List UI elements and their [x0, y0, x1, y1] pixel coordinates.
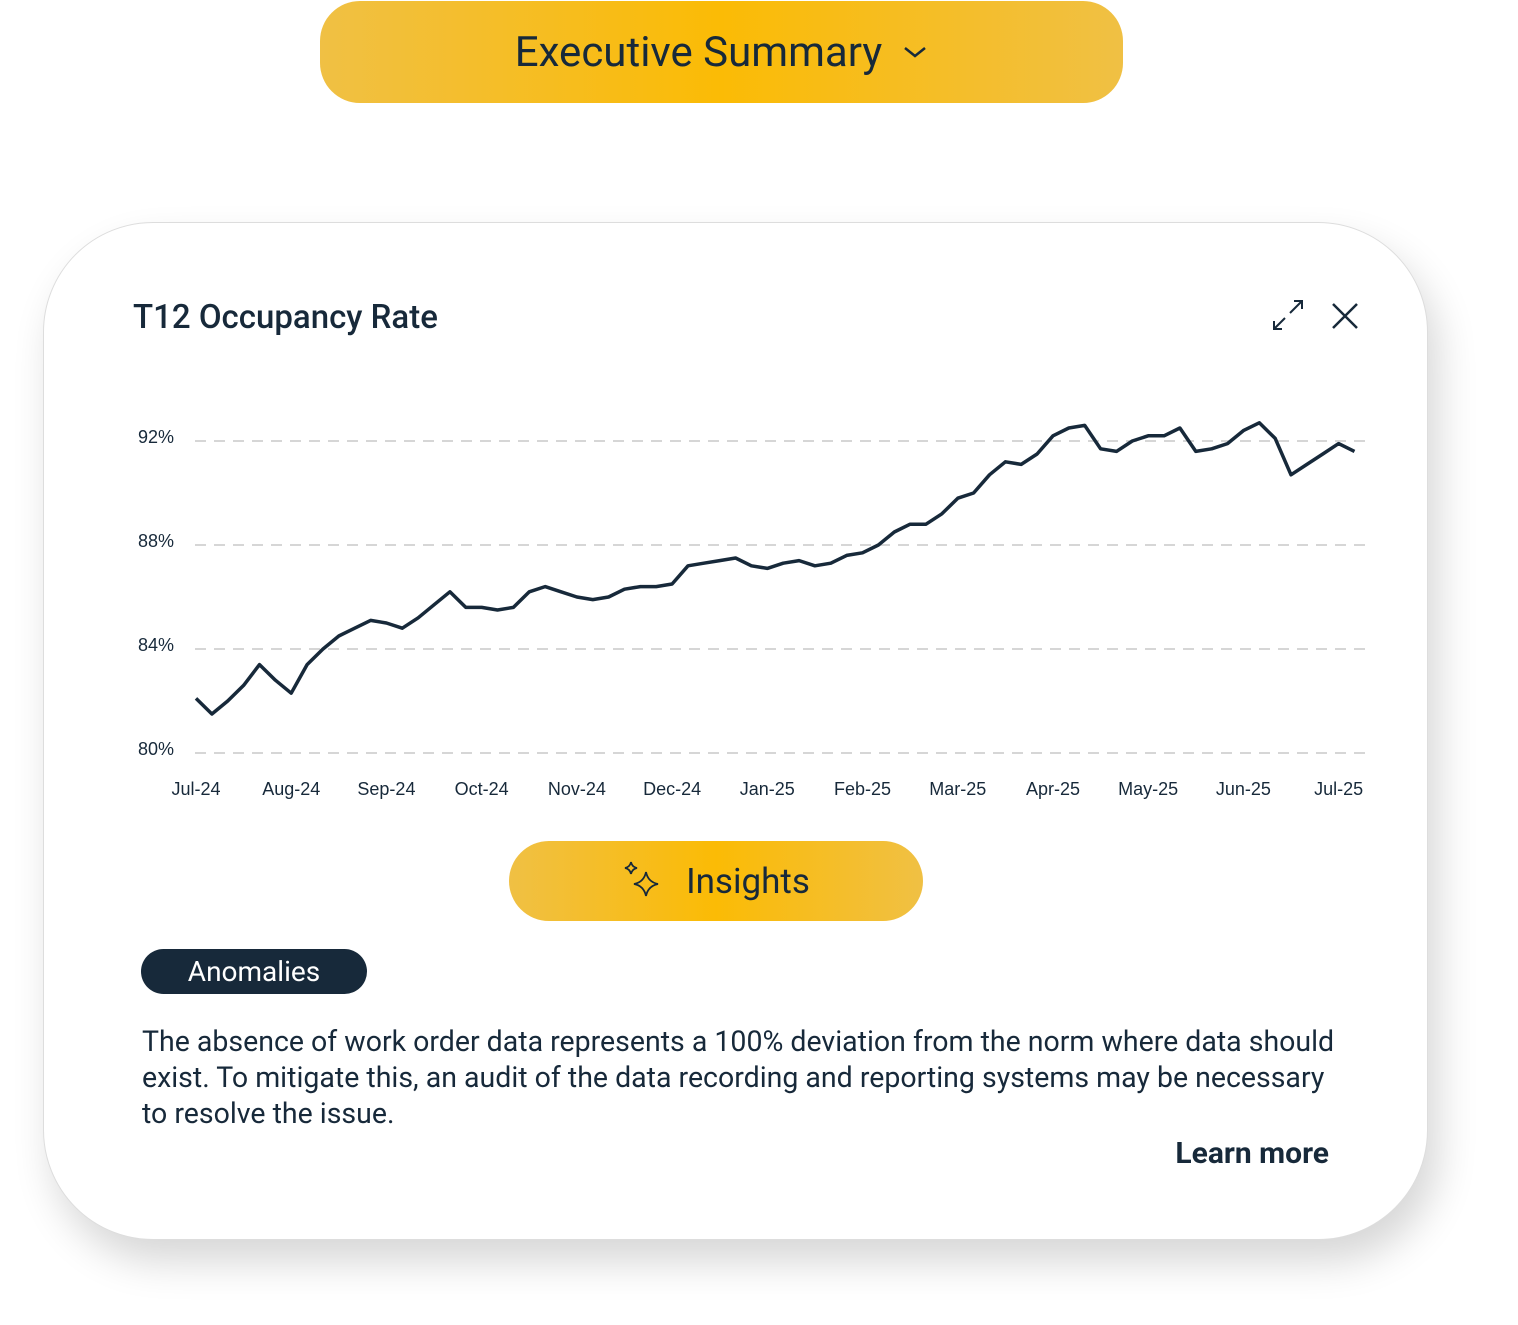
x-tick-label: Aug-24 [262, 779, 320, 799]
x-tick-label: Nov-24 [548, 779, 606, 799]
x-tick-label: Apr-25 [1026, 779, 1080, 799]
y-tick-label: 92% [138, 427, 174, 447]
anomalies-tag: Anomalies [141, 949, 367, 994]
chart-card [43, 222, 1428, 1240]
chevron-icon [904, 47, 927, 58]
x-tick-label: Jul-25 [1314, 779, 1363, 799]
chart: 80% 84% 88% 92% Jul-24 Aug-24 Sep-24 Oct-24 Nov-… [138, 300, 1372, 799]
data-line [194, 421, 1356, 716]
x-tick-label: Jul-24 [171, 779, 220, 799]
chart-title: T12 Occupancy Rate [133, 298, 438, 337]
insights-button[interactable]: Insights [509, 841, 923, 921]
learn-more-link[interactable]: Learn more [1175, 1136, 1329, 1171]
y-tick-label: 88% [138, 531, 174, 551]
x-tick-label: Jan-25 [740, 779, 795, 799]
section-dropdown[interactable]: Executive Summary [320, 1, 1123, 103]
x-tick-label: Dec-24 [643, 779, 701, 799]
y-tick-label: 84% [138, 635, 174, 655]
close-icon[interactable] [1332, 303, 1358, 329]
x-tick-label: Sep-24 [357, 779, 415, 799]
expand-icon[interactable] [1273, 300, 1303, 330]
insights-label: Insights [686, 860, 810, 902]
y-tick-label: 80% [138, 739, 174, 759]
x-tick-label: May-25 [1118, 779, 1178, 799]
x-tick-label: Feb-25 [834, 779, 891, 799]
anomaly-text: The absence of work order data represent… [142, 1025, 1335, 1130]
section-title: Executive Summary [514, 27, 883, 77]
x-tick-label: Jun-25 [1216, 779, 1271, 799]
sparkle-icon [624, 861, 659, 897]
x-tick-label: Oct-24 [455, 779, 509, 799]
x-tick-label: Mar-25 [929, 779, 986, 799]
